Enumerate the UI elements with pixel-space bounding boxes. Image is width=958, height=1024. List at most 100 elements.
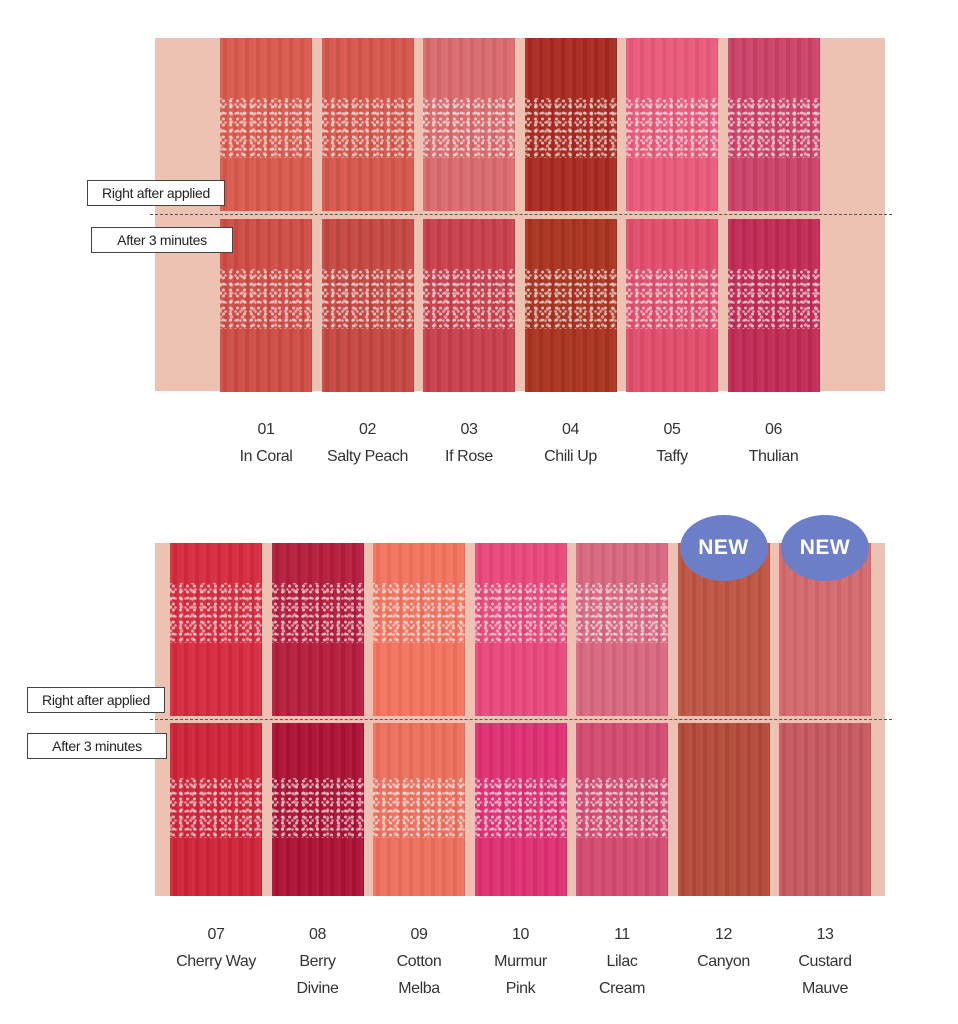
shade-label-04: 04 Chili Up — [505, 416, 637, 470]
shade-number: 09 — [410, 926, 428, 943]
shade-name: Melba — [398, 980, 440, 997]
shade-label-07: 07 Cherry Way — [150, 921, 282, 975]
bottom-divider-line — [150, 719, 892, 720]
shade-number: 03 — [460, 421, 478, 438]
shade-name: If Rose — [445, 448, 493, 465]
gloss-sparkle — [423, 269, 515, 329]
swatch-02-before — [321, 38, 414, 211]
swatch-texture — [779, 723, 871, 896]
shade-name: Salty Peach — [327, 448, 408, 465]
new-badge: NEW — [679, 515, 768, 581]
bottom-right-after-applied-label: Right after applied — [27, 687, 165, 713]
gloss-sparkle — [220, 269, 312, 329]
gloss-sparkle — [727, 98, 820, 158]
shade-label-09: 09 Cotton Melba — [353, 921, 485, 1002]
shade-label-08: 08 Berry Divine — [252, 921, 384, 1002]
top-after-3-minutes-label: After 3 minutes — [91, 227, 233, 253]
swatch-06-before — [727, 38, 820, 211]
new-badge: NEW — [781, 515, 869, 581]
gloss-sparkle — [170, 778, 262, 838]
gloss-sparkle — [524, 98, 617, 158]
shade-name: Berry — [299, 953, 336, 970]
shade-label-02: 02 Salty Peach — [302, 416, 434, 470]
swatch-01-after — [220, 219, 312, 392]
gloss-sparkle — [576, 778, 668, 838]
shade-number: 12 — [715, 926, 732, 943]
gloss-sparkle — [626, 98, 718, 158]
gloss-sparkle — [576, 583, 668, 643]
swatch-13-after — [779, 723, 871, 896]
gloss-sparkle — [373, 583, 465, 643]
swatch-08-after — [271, 723, 364, 896]
shade-name: Custard — [798, 953, 852, 970]
gloss-sparkle — [524, 269, 617, 329]
shade-label-13: 13 Custard Mauve — [759, 921, 891, 1002]
shade-number: 08 — [309, 926, 326, 943]
shade-label-01: 01 In Coral — [200, 416, 332, 470]
gloss-sparkle — [727, 269, 820, 329]
swatch-10-before — [474, 543, 567, 716]
swatch-04-before — [524, 38, 617, 211]
gloss-sparkle — [474, 778, 567, 838]
shade-number: 07 — [207, 926, 225, 943]
gloss-sparkle — [220, 98, 312, 158]
shade-name: Pink — [505, 980, 536, 997]
gloss-sparkle — [474, 583, 567, 643]
shade-label-11: 11 Lilac Cream — [556, 921, 688, 1002]
swatch-09-before — [373, 543, 465, 716]
shade-number: 02 — [359, 421, 376, 438]
shade-number: 06 — [765, 421, 782, 438]
shade-name: Chili Up — [544, 448, 597, 465]
shade-number: 13 — [816, 926, 834, 943]
swatch-08-before — [271, 543, 364, 716]
gloss-sparkle — [170, 583, 262, 643]
shade-name: Thulian — [748, 448, 799, 465]
swatch-05-after — [626, 219, 718, 392]
swatch-01-before — [220, 38, 312, 211]
bottom-after-3-minutes-label: After 3 minutes — [27, 733, 167, 759]
gloss-sparkle — [271, 778, 364, 838]
shade-name: Murmur — [494, 953, 547, 970]
swatch-07-after — [170, 723, 262, 896]
shade-name: Cherry Way — [176, 953, 256, 970]
swatch-03-before — [423, 38, 515, 211]
gloss-sparkle — [271, 583, 364, 643]
shade-number: 01 — [257, 421, 275, 438]
shade-name: In Coral — [239, 448, 293, 465]
gloss-sparkle — [321, 98, 414, 158]
swatch-06-after — [727, 219, 820, 392]
swatch-11-before — [576, 543, 668, 716]
shade-name: Cream — [598, 980, 645, 997]
swatch-04-after — [524, 219, 617, 392]
swatch-02-after — [321, 219, 414, 392]
shade-label-06: 06 Thulian — [708, 416, 840, 470]
shade-label-03: 03 If Rose — [403, 416, 535, 470]
swatch-07-before — [170, 543, 262, 716]
shade-name: Lilac — [606, 953, 638, 970]
shade-label-12: 12 Canyon — [658, 921, 790, 975]
shade-name: Divine — [296, 980, 339, 997]
gloss-sparkle — [423, 98, 515, 158]
shade-number: 04 — [562, 421, 579, 438]
gloss-sparkle — [321, 269, 414, 329]
gloss-sparkle — [373, 778, 465, 838]
swatch-12-after — [677, 723, 770, 896]
shade-number: 05 — [663, 421, 681, 438]
top-right-after-applied-label: Right after applied — [87, 180, 225, 206]
top-divider-line — [150, 214, 892, 215]
shade-label-05: 05 Taffy — [606, 416, 738, 470]
shade-name: Mauve — [801, 980, 849, 997]
swatch-05-before — [626, 38, 718, 211]
swatch-09-after — [373, 723, 465, 896]
swatch-10-after — [474, 723, 567, 896]
swatch-texture — [677, 723, 770, 896]
gloss-sparkle — [626, 269, 718, 329]
swatch-03-after — [423, 219, 515, 392]
swatch-11-after — [576, 723, 668, 896]
shade-number: 11 — [614, 926, 630, 943]
shade-number: 10 — [512, 926, 529, 943]
shade-label-10: 10 Murmur Pink — [455, 921, 587, 1002]
shade-name: Taffy — [656, 448, 688, 465]
shade-name: Canyon — [697, 953, 750, 970]
shade-name: Cotton — [396, 953, 442, 970]
